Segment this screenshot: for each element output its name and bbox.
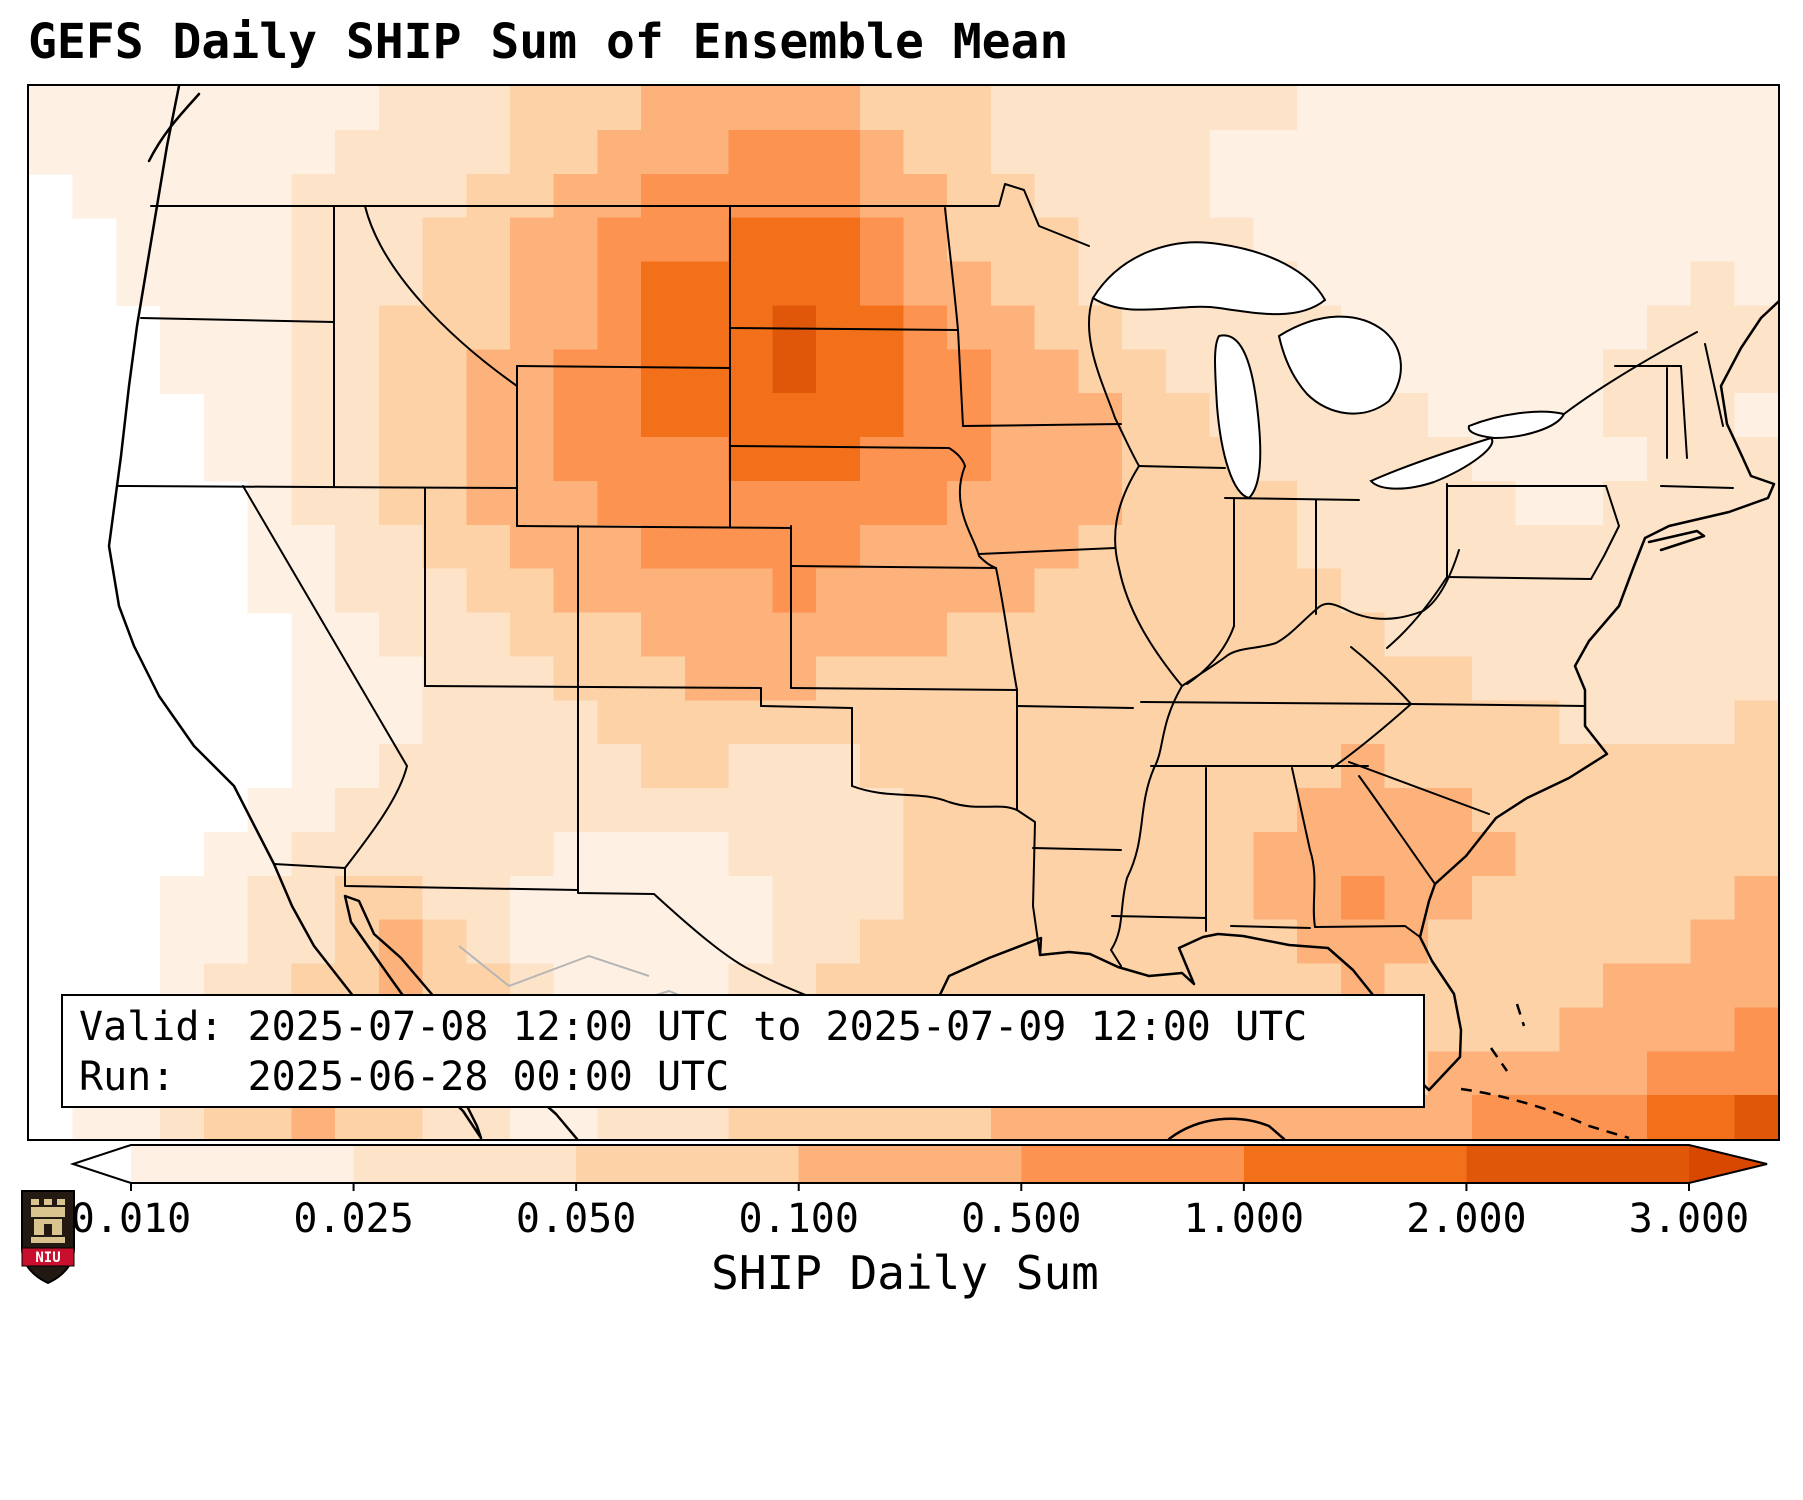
colorbar-tick-label: 1.000 [1184,1196,1304,1242]
heatmap-layer [29,86,1778,1139]
castle-icon [31,1199,65,1243]
colorbar-tick-label: 3.000 [1629,1196,1749,1242]
yucatan-coast [1167,1117,1286,1139]
great-lakes [1091,241,1566,500]
lake-huron [1277,315,1402,415]
colorbar-label: SHIP Daily Sum [711,1246,1099,1300]
bahamas-coast [1489,1047,1509,1072]
colorbar-tick-label: 0.100 [739,1196,859,1242]
colorbar-tick-label: 0.050 [516,1196,636,1242]
logo-text: NIU [35,1250,60,1266]
gulf-atlantic-coast [932,300,1778,1092]
logo-band [21,1247,75,1267]
colorbar-segments [73,1145,1767,1183]
coastlines [107,86,1778,1139]
colorbar: 0.010 0.025 0.050 0.100 0.500 1.000 2.000 3.000… [69,1144,1768,1300]
bahamas-coast-2 [1515,1003,1526,1027]
lake-erie [1369,436,1494,490]
valid-line: Valid: 2025-07-08 12:00 UTC to 2025-07-0… [79,1004,1308,1050]
niu-logo: NIU [18,1188,78,1286]
lake-superior [1091,241,1327,316]
map-canvas [29,86,1778,1139]
vancouver-island [147,92,201,163]
figure-title: GEFS Daily SHIP Sum of Ensemble Mean [28,14,1069,70]
validity-info-box: Valid: 2025-07-08 12:00 UTC to 2025-07-0… [61,994,1425,1108]
colorbar-tick-label: 0.500 [961,1196,1081,1242]
pacific-coast [107,86,579,1139]
lake-ontario [1467,410,1566,440]
run-line: Run: 2025-06-28 00:00 UTC [79,1054,730,1100]
colorbar-tick-label: 0.025 [293,1196,413,1242]
map-panel: Valid: 2025-07-08 12:00 UTC to 2025-07-0… [27,84,1780,1141]
colorbar-ticks: 0.010 0.025 0.050 0.100 0.500 1.000 2.000 3.000 [71,1183,1749,1242]
long-island [1647,529,1706,552]
colorbar-tick-label: 0.010 [71,1196,191,1242]
colorbar-tick-label: 2.000 [1406,1196,1526,1242]
state-boundaries [116,183,1734,1071]
